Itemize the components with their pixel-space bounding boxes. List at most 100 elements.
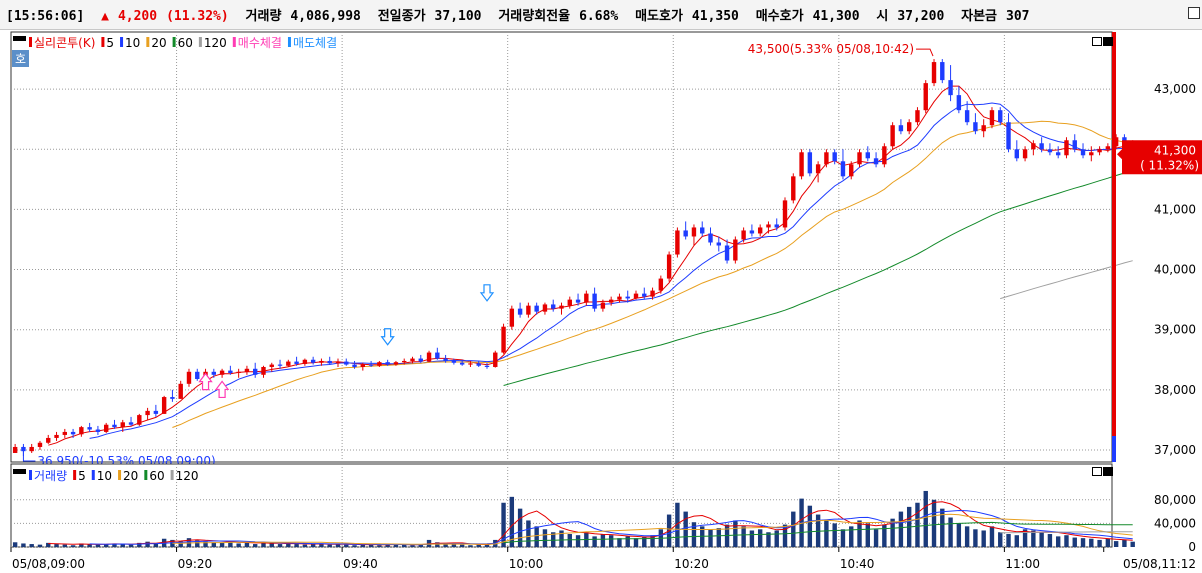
current-time: [15:56:06] [6, 9, 85, 24]
price-change: 4,200 [117, 9, 158, 24]
candle-body [724, 245, 730, 261]
volume-bar [741, 526, 746, 547]
volume-legend-item[interactable]: 10 [97, 469, 112, 483]
volume-bar [865, 523, 870, 547]
price-legend-item[interactable]: 5 [106, 36, 114, 50]
up-arrow-icon: ▲ [101, 9, 109, 24]
volume-bar [931, 499, 937, 547]
ask-label: 매도호가 [635, 9, 683, 24]
candle-body [360, 364, 366, 367]
volume-legend-handle-icon[interactable] [13, 469, 26, 474]
candle-body [683, 230, 688, 237]
volume-bar [1080, 538, 1086, 547]
candle-body [385, 362, 390, 365]
volume-legend-item[interactable]: 5 [78, 469, 86, 483]
volume-bar [435, 542, 440, 547]
price-axis-label: 39,000 [1154, 323, 1196, 337]
volume-bar [964, 526, 970, 547]
candle-body [567, 299, 572, 306]
candle-body [517, 308, 523, 315]
volume-bar [335, 544, 341, 547]
volume-bar [377, 545, 382, 547]
price-legend-swatch [198, 37, 202, 47]
candle-body [352, 364, 357, 367]
candle-body [1089, 152, 1094, 156]
price-panel-options-icon[interactable] [1092, 37, 1102, 46]
volume-legend-item[interactable]: 20 [123, 469, 138, 483]
candle-body [998, 110, 1003, 123]
candle-body [857, 152, 862, 165]
volume-bar [840, 529, 846, 547]
candle-body [642, 293, 647, 297]
volume-legend-item[interactable]: 120 [176, 469, 199, 483]
candle-body [54, 434, 59, 438]
volume-bar [103, 544, 109, 547]
volume-panel-close-icon[interactable] [1103, 467, 1113, 476]
chart-area[interactable]: 43,00042,00041,00040,00039,00038,00037,0… [0, 30, 1202, 573]
candle-body [1047, 149, 1053, 153]
volume-bar [898, 511, 904, 547]
volume-bar [617, 538, 622, 547]
price-legend-item[interactable]: 매도체결 [293, 36, 337, 50]
volume-bar [120, 544, 125, 547]
candle-body [302, 359, 308, 364]
candle-body [923, 83, 928, 111]
volume-bar [269, 543, 274, 547]
candle-body [551, 304, 556, 309]
volume-bar [733, 520, 738, 547]
price-legend-item[interactable]: 실리콘투(K) [34, 36, 95, 50]
volume-bar [236, 543, 241, 547]
volume-bar [302, 544, 308, 547]
volume-bar [956, 523, 962, 547]
volume-bar [70, 545, 76, 547]
candle-body [509, 308, 515, 327]
candle-body [137, 415, 142, 425]
price-legend-item[interactable]: 매수체결 [238, 36, 282, 50]
volume-bar [1064, 535, 1069, 547]
buy-fill-arrow-icon [214, 380, 230, 399]
price-legend-swatch [172, 37, 176, 47]
volume-bar [87, 544, 92, 547]
volume-bar [1055, 536, 1061, 547]
volume-bar [211, 542, 217, 547]
quote-toggle-label[interactable]: 호 [15, 52, 26, 66]
price-legend-handle-icon[interactable] [13, 36, 26, 41]
candle-body [931, 62, 937, 84]
volume-bar [344, 544, 349, 547]
open-label: 시 [876, 9, 889, 24]
candle-body [691, 227, 697, 237]
quote-toggle-button[interactable] [12, 50, 29, 67]
price-legend-swatch [287, 37, 291, 47]
current-price-tag [1122, 140, 1202, 175]
price-legend-swatch [120, 37, 124, 47]
volume-panel-options-icon[interactable] [1092, 467, 1102, 476]
volume-legend-item[interactable]: 거래량 [34, 469, 67, 483]
volume-bar [145, 541, 150, 547]
volume-legend-item[interactable]: 60 [149, 469, 164, 483]
volume-bar [650, 535, 655, 547]
price-legend-item[interactable]: 60 [178, 36, 193, 50]
price-legend-swatch [101, 37, 105, 47]
volume-bar [402, 544, 407, 547]
volume-bar [1113, 541, 1119, 547]
candle-body [534, 305, 539, 312]
volume-bar [1105, 538, 1111, 547]
candle-body [906, 122, 912, 132]
price-range-bar-low [1112, 436, 1116, 462]
price-legend-item[interactable]: 120 [204, 36, 227, 50]
volume-axis-label: 40,000 [1154, 516, 1196, 530]
time-axis-label: 11:00 [1005, 557, 1040, 571]
current-price-percent: ( 11.32%) [1140, 158, 1199, 172]
sell-fill-arrow-icon [479, 284, 495, 302]
expand-icon[interactable] [1188, 7, 1200, 19]
candle-body [1113, 137, 1119, 147]
volume-bar [890, 518, 895, 547]
price-legend-item[interactable]: 10 [125, 36, 140, 50]
turnover-label: 거래량회전율 [498, 9, 571, 24]
price-ma60-line [503, 170, 1133, 386]
price-ma20-line [172, 120, 1133, 428]
price-legend-item[interactable]: 20 [151, 36, 166, 50]
candle-body [37, 442, 43, 447]
volume-bar [393, 544, 399, 547]
price-panel-close-icon[interactable] [1103, 37, 1113, 46]
